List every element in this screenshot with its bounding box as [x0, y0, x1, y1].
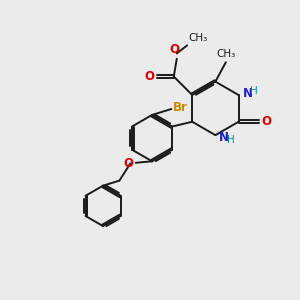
Text: H: H	[250, 86, 258, 96]
Text: H: H	[227, 136, 234, 146]
Text: O: O	[145, 70, 154, 83]
Text: N: N	[242, 87, 252, 100]
Text: CH₃: CH₃	[189, 33, 208, 43]
Text: N: N	[219, 131, 229, 144]
Text: O: O	[261, 115, 272, 128]
Text: O: O	[169, 43, 179, 56]
Text: CH₃: CH₃	[217, 49, 236, 59]
Text: Br: Br	[173, 101, 188, 114]
Text: O: O	[123, 157, 134, 170]
